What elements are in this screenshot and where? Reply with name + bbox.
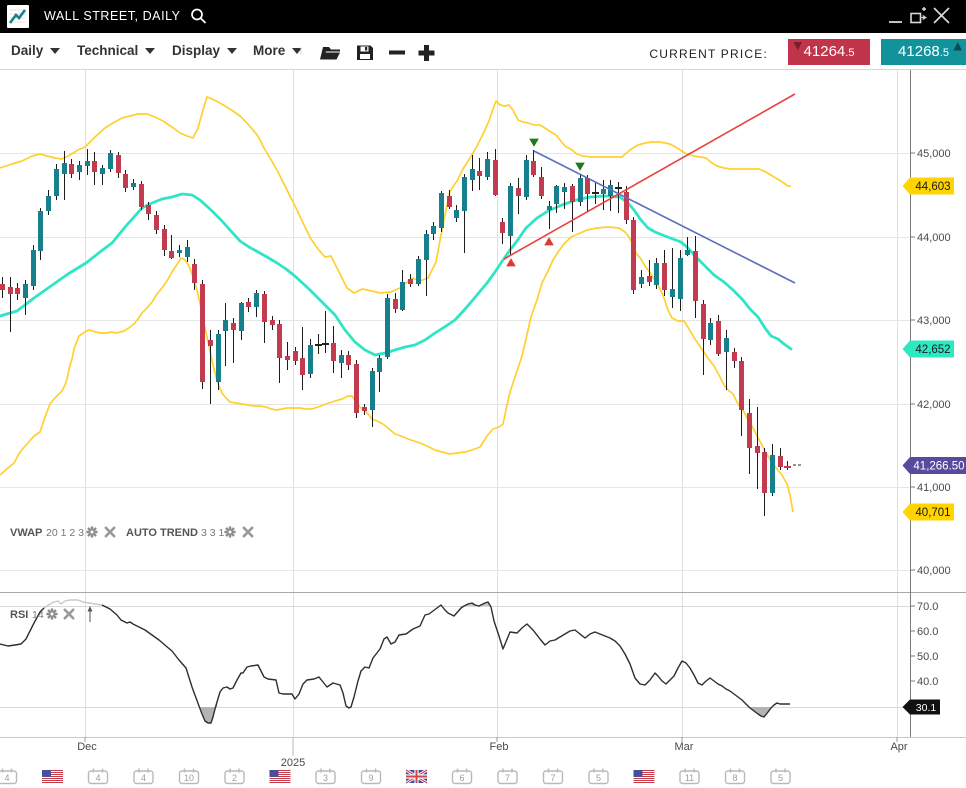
svg-text:6: 6 [459,773,464,783]
svg-text:VWAP: VWAP [10,527,42,539]
svg-text:Apr: Apr [890,741,907,753]
svg-text:41,266.50: 41,266.50 [913,461,964,473]
svg-text:4: 4 [141,773,146,783]
svg-text:50.0: 50.0 [917,651,938,663]
svg-text:60.0: 60.0 [917,626,938,638]
svg-text:2: 2 [232,773,237,783]
svg-text:7: 7 [550,773,555,783]
svg-text:9: 9 [368,773,373,783]
svg-text:Feb: Feb [490,741,509,753]
svg-text:7: 7 [505,773,510,783]
svg-text:AUTO TREND: AUTO TREND [126,527,198,539]
svg-text:70.0: 70.0 [917,601,938,613]
svg-text:11: 11 [685,773,694,783]
svg-text:40,000: 40,000 [917,565,951,577]
svg-text:8: 8 [732,773,737,783]
svg-text:3: 3 [323,773,328,783]
svg-text:42,000: 42,000 [917,399,951,411]
svg-text:4: 4 [95,773,100,783]
svg-text:40,701: 40,701 [915,507,950,519]
svg-text:Dec: Dec [77,741,97,753]
svg-text:4: 4 [4,773,9,783]
svg-text:3 3 1: 3 3 1 [201,527,225,539]
svg-text:42,652: 42,652 [915,344,950,356]
svg-text:43,000: 43,000 [917,315,951,327]
svg-text:41,000: 41,000 [917,482,951,494]
svg-text:44,000: 44,000 [917,232,951,244]
svg-text:RSI: RSI [10,609,28,621]
svg-text:5: 5 [596,773,601,783]
svg-text:45,000: 45,000 [917,148,951,160]
svg-text:5: 5 [778,773,783,783]
svg-text:14: 14 [32,609,44,621]
svg-text:40.0: 40.0 [917,676,938,688]
svg-text:30.1: 30.1 [916,702,937,714]
svg-text:2025: 2025 [281,757,305,769]
svg-text:44,603: 44,603 [915,181,950,193]
svg-text:Mar: Mar [675,741,694,753]
svg-text:20 1 2 3: 20 1 2 3 [46,527,84,539]
svg-text:10: 10 [184,773,194,783]
